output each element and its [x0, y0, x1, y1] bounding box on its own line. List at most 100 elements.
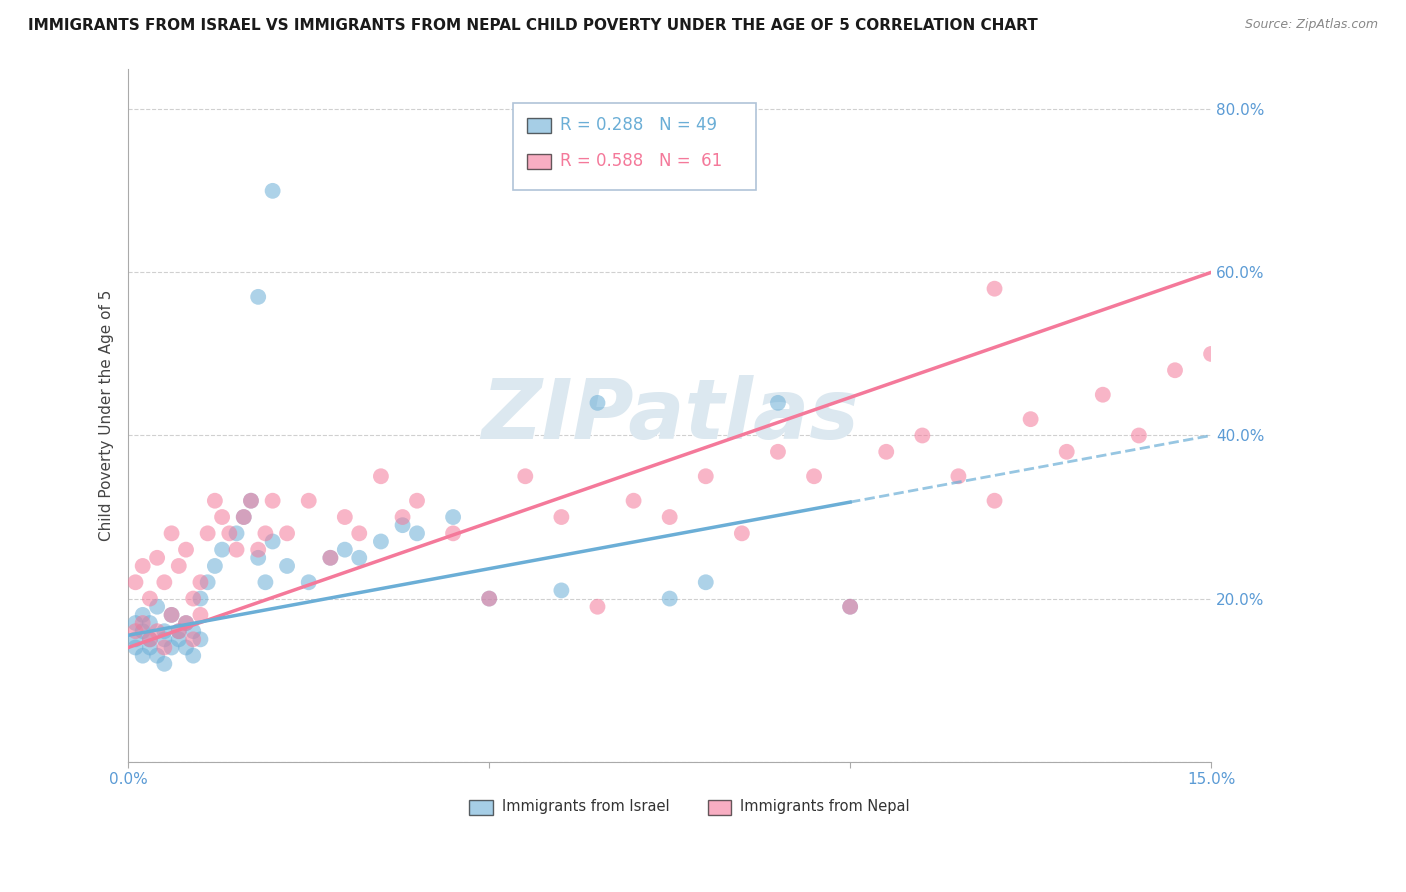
- Point: [1128, 428, 1150, 442]
- Point: [550, 510, 572, 524]
- Point: [839, 599, 862, 614]
- Point: [153, 657, 176, 671]
- Point: [139, 632, 162, 647]
- Point: [695, 469, 717, 483]
- Point: [211, 510, 233, 524]
- Point: [131, 624, 153, 639]
- FancyBboxPatch shape: [527, 118, 551, 133]
- Point: [160, 607, 183, 622]
- Point: [174, 542, 197, 557]
- Point: [370, 469, 392, 483]
- Point: [160, 526, 183, 541]
- Point: [146, 624, 169, 639]
- Point: [153, 632, 176, 647]
- Point: [333, 542, 356, 557]
- Point: [262, 184, 284, 198]
- Point: [197, 575, 219, 590]
- Point: [225, 542, 247, 557]
- Point: [247, 290, 270, 304]
- Point: [276, 526, 298, 541]
- Point: [349, 526, 371, 541]
- Point: [218, 526, 240, 541]
- Point: [262, 493, 284, 508]
- Point: [181, 632, 204, 647]
- Point: [875, 444, 897, 458]
- Point: [139, 615, 162, 630]
- Point: [766, 444, 789, 458]
- Text: Immigrants from Israel: Immigrants from Israel: [502, 799, 669, 814]
- Point: [406, 526, 429, 541]
- Point: [766, 396, 789, 410]
- Point: [139, 591, 162, 606]
- Point: [276, 558, 298, 573]
- Text: R = 0.288   N = 49: R = 0.288 N = 49: [561, 116, 717, 134]
- Point: [167, 558, 190, 573]
- Point: [1199, 347, 1222, 361]
- Point: [262, 534, 284, 549]
- Point: [240, 493, 263, 508]
- Point: [181, 591, 204, 606]
- Point: [204, 558, 226, 573]
- Point: [197, 526, 219, 541]
- Point: [983, 493, 1005, 508]
- Point: [240, 493, 263, 508]
- Point: [232, 510, 254, 524]
- Point: [181, 624, 204, 639]
- Point: [146, 648, 169, 663]
- Point: [190, 607, 212, 622]
- Point: [139, 632, 162, 647]
- Point: [319, 550, 342, 565]
- Point: [131, 615, 153, 630]
- Point: [124, 624, 146, 639]
- Point: [441, 510, 464, 524]
- Point: [333, 510, 356, 524]
- Point: [247, 550, 270, 565]
- Point: [391, 518, 413, 533]
- Point: [124, 640, 146, 655]
- Point: [167, 624, 190, 639]
- Point: [167, 624, 190, 639]
- Point: [174, 615, 197, 630]
- Point: [174, 615, 197, 630]
- Text: Source: ZipAtlas.com: Source: ZipAtlas.com: [1244, 18, 1378, 31]
- Point: [803, 469, 825, 483]
- Point: [146, 599, 169, 614]
- Point: [232, 510, 254, 524]
- Point: [160, 607, 183, 622]
- Point: [391, 510, 413, 524]
- Point: [167, 632, 190, 647]
- Point: [1056, 444, 1078, 458]
- Point: [204, 493, 226, 508]
- Point: [983, 282, 1005, 296]
- Point: [211, 542, 233, 557]
- Point: [349, 550, 371, 565]
- Point: [225, 526, 247, 541]
- Point: [190, 591, 212, 606]
- Point: [181, 648, 204, 663]
- Point: [948, 469, 970, 483]
- Point: [695, 575, 717, 590]
- Point: [190, 575, 212, 590]
- Point: [131, 607, 153, 622]
- Text: IMMIGRANTS FROM ISRAEL VS IMMIGRANTS FROM NEPAL CHILD POVERTY UNDER THE AGE OF 5: IMMIGRANTS FROM ISRAEL VS IMMIGRANTS FRO…: [28, 18, 1038, 33]
- Point: [174, 640, 197, 655]
- Point: [146, 550, 169, 565]
- Point: [190, 632, 212, 647]
- Point: [298, 493, 321, 508]
- Point: [658, 591, 681, 606]
- Text: ZIPatlas: ZIPatlas: [481, 375, 859, 456]
- Point: [586, 599, 609, 614]
- Point: [515, 469, 537, 483]
- Point: [254, 526, 277, 541]
- Point: [1019, 412, 1042, 426]
- Point: [124, 615, 146, 630]
- Point: [478, 591, 501, 606]
- Point: [623, 493, 645, 508]
- Point: [139, 640, 162, 655]
- Point: [478, 591, 501, 606]
- Point: [911, 428, 934, 442]
- Point: [1091, 387, 1114, 401]
- Point: [441, 526, 464, 541]
- Point: [839, 599, 862, 614]
- Point: [298, 575, 321, 590]
